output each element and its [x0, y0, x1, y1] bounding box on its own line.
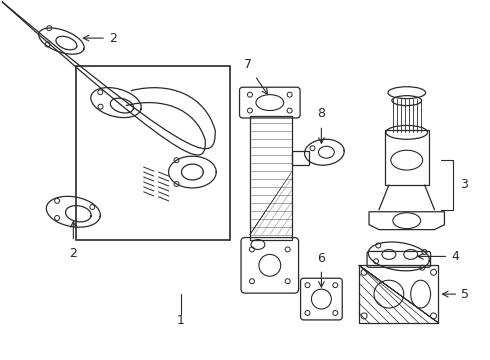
Text: 1: 1 — [176, 314, 184, 327]
Text: 3: 3 — [460, 179, 468, 192]
Text: 2: 2 — [109, 32, 117, 45]
Bar — [359, 265, 439, 323]
Bar — [76, 66, 230, 239]
Bar — [385, 130, 429, 185]
Text: 8: 8 — [318, 108, 325, 121]
Text: 4: 4 — [451, 250, 459, 263]
Bar — [292, 151, 310, 165]
Text: 5: 5 — [461, 288, 469, 301]
Text: 7: 7 — [244, 58, 252, 71]
Text: 2: 2 — [70, 247, 77, 261]
Bar — [250, 116, 292, 239]
Text: 6: 6 — [318, 252, 325, 265]
